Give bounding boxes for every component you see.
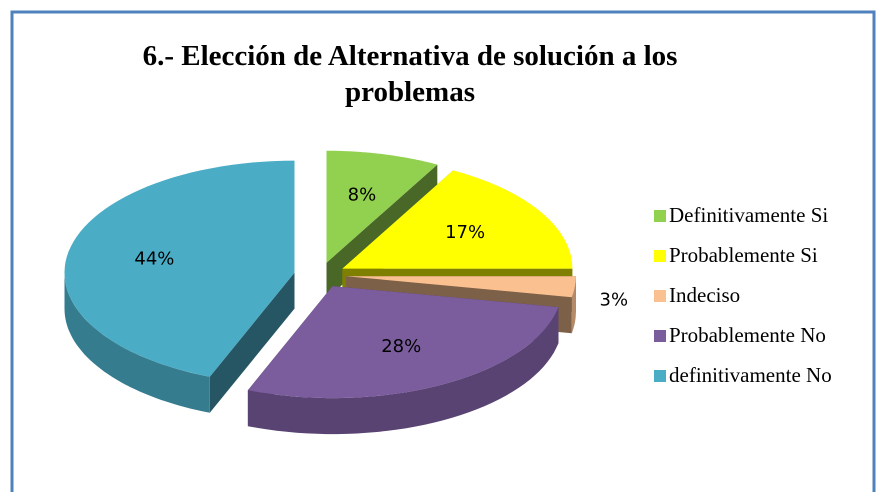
data-label: 44% (134, 249, 174, 270)
data-label: 3% (600, 290, 629, 311)
legend-label: Probablemente No (669, 323, 826, 347)
chart-title: 6.- Elección de Alternativa de solución … (142, 40, 678, 108)
data-label: 28% (381, 336, 421, 357)
slice-top (345, 276, 576, 298)
slice-side (209, 272, 295, 413)
legend-label: Indeciso (669, 283, 740, 307)
slice (64, 160, 295, 413)
legend-swatch (654, 370, 666, 382)
legend-swatch (654, 330, 666, 342)
chart-frame (10, 10, 876, 492)
legend-swatch (654, 290, 666, 302)
data-label: 17% (445, 222, 485, 243)
slice-wall (247, 307, 559, 435)
legend-swatch (654, 250, 666, 262)
legend-swatch (654, 210, 666, 222)
slice (247, 286, 559, 435)
legend-label: Probablemente Si (669, 243, 818, 267)
data-label: 8% (348, 184, 377, 205)
slice-top (64, 160, 295, 377)
slice-wall (64, 272, 210, 413)
slice-wall (571, 276, 576, 334)
slice-top (326, 150, 438, 263)
legend-label: definitivamente No (669, 363, 832, 387)
legend-label: Definitivamente Si (669, 203, 828, 227)
slice-top (247, 286, 559, 399)
slice-top (342, 170, 573, 269)
